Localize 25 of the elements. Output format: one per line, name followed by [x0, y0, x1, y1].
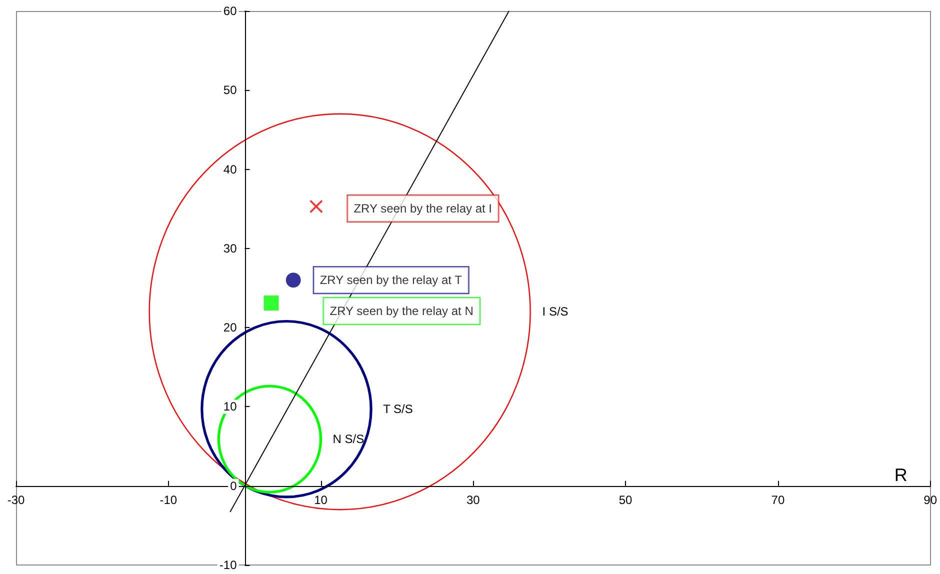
- x-tick-label: 50: [618, 492, 633, 507]
- x-axis-title: R: [894, 464, 908, 485]
- y-tick-label: 30: [223, 241, 238, 256]
- annotation: I S/S: [542, 304, 568, 319]
- x-tick-label: 90: [924, 492, 938, 507]
- y-tick-label: 10: [223, 400, 238, 414]
- series-label: ZRY seen by the relay at T: [320, 273, 463, 288]
- x-tick-label: 10: [314, 492, 328, 507]
- text: ZRY seen by the relay at N: [330, 304, 474, 318]
- y-tick-label: 60: [223, 4, 238, 18]
- y-tick-label: 20: [223, 320, 238, 335]
- x-tick-label: -30: [7, 492, 25, 507]
- point: [264, 296, 279, 311]
- x-tick-label: 30: [466, 492, 480, 507]
- annotation: T S/S: [383, 402, 413, 416]
- point: [310, 200, 323, 213]
- y-tick-label: 0: [230, 478, 238, 493]
- y-tick-label: -10: [219, 558, 238, 572]
- x-tick-label: 70: [771, 492, 785, 507]
- x-tick-label: -10: [160, 492, 178, 507]
- text: ZRY seen by the relay at I: [354, 201, 492, 216]
- annotation: N S/S: [332, 432, 364, 446]
- y-tick-label: 50: [223, 83, 238, 98]
- y-tick-label: 40: [223, 162, 238, 176]
- point: [286, 272, 301, 288]
